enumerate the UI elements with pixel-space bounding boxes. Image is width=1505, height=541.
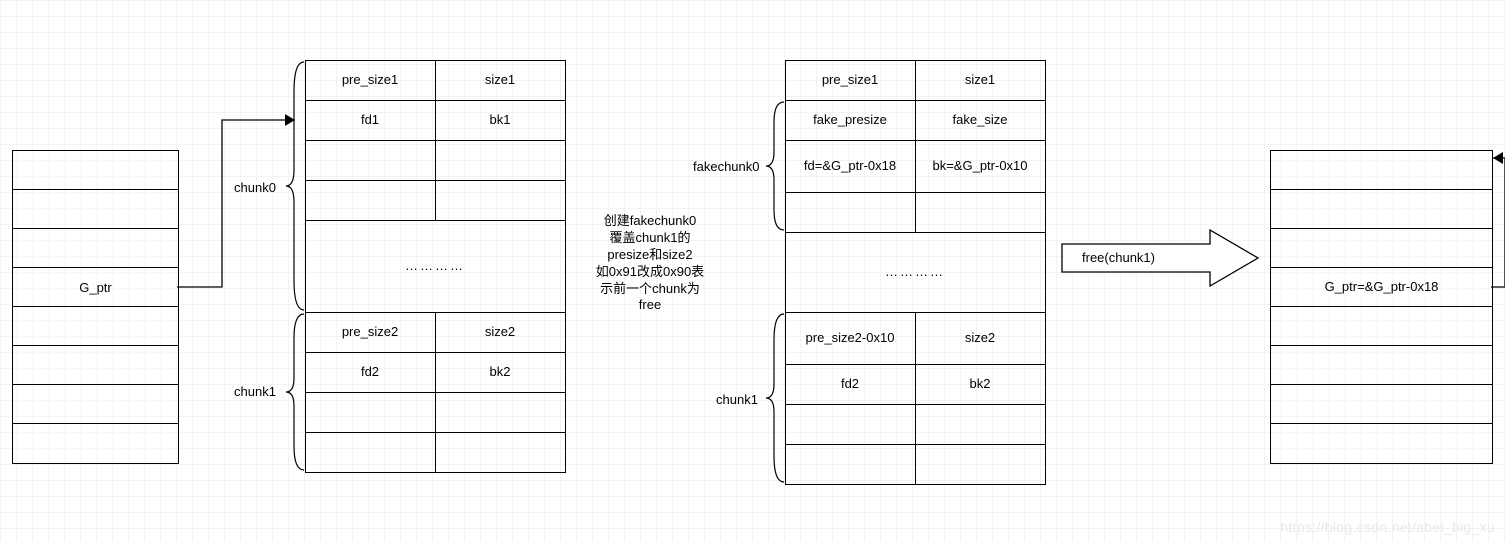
cell-empty xyxy=(915,192,1046,233)
chunk-block-a: pre_size1size1 fd1bk1 ………… pre_size2size… xyxy=(305,60,565,472)
table-row xyxy=(1271,307,1492,346)
cell-empty xyxy=(915,444,1046,485)
cell-bk2b: bk2 xyxy=(915,364,1046,405)
cell-pre-size1: pre_size1 xyxy=(305,60,436,101)
table-row xyxy=(13,151,178,190)
cell-empty xyxy=(915,404,1046,445)
cell-fd-eq: fd=&G_ptr-0x18 xyxy=(785,140,916,193)
brace-chunk1-a xyxy=(286,312,306,472)
result-cell: G_ptr=&G_ptr-0x18 xyxy=(1271,268,1492,307)
cell-fd2b: fd2 xyxy=(785,364,916,405)
cell-empty xyxy=(305,432,436,473)
result-table: G_ptr=&G_ptr-0x18 xyxy=(1270,150,1493,464)
brace-fakechunk0 xyxy=(766,100,786,232)
cell-dots: ………… xyxy=(785,232,1046,313)
table-row xyxy=(1271,346,1492,385)
cell-size1: size1 xyxy=(915,60,1046,101)
table-row xyxy=(13,307,178,346)
watermark: https://blog.csdn.net/abel_big_xu xyxy=(1280,519,1495,535)
chunk-block-b: pre_size1size1 fake_presizefake_size fd=… xyxy=(785,60,1045,484)
middle-text: 创建fakechunk0 覆盖chunk1的 presize和size2 如0x… xyxy=(580,213,720,314)
arrow-self-loop xyxy=(1491,150,1505,290)
label-fakechunk0: fakechunk0 xyxy=(693,159,760,174)
cell-empty xyxy=(305,392,436,433)
table-row xyxy=(13,346,178,385)
cell-dots: ………… xyxy=(305,220,566,313)
cell-empty xyxy=(435,432,566,473)
gptr-cell: G_ptr xyxy=(13,268,178,307)
cell-empty xyxy=(435,140,566,181)
cell-pre-size2b: pre_size2-0x10 xyxy=(785,312,916,365)
cell-empty xyxy=(435,180,566,221)
table-row xyxy=(13,424,178,463)
cell-size2b: size2 xyxy=(915,312,1046,365)
cell-empty xyxy=(305,180,436,221)
table-row xyxy=(1271,385,1492,424)
table-row xyxy=(1271,190,1492,229)
cell-empty xyxy=(785,404,916,445)
gptr-table: G_ptr xyxy=(12,150,179,464)
cell-empty xyxy=(785,444,916,485)
cell-pre-size2: pre_size2 xyxy=(305,312,436,353)
cell-fd1: fd1 xyxy=(305,100,436,141)
label-free-chunk1: free(chunk1) xyxy=(1082,250,1155,265)
cell-fake-presize: fake_presize xyxy=(785,100,916,141)
cell-bk1: bk1 xyxy=(435,100,566,141)
cell-bk-eq: bk=&G_ptr-0x10 xyxy=(915,140,1046,193)
cell-empty xyxy=(785,192,916,233)
cell-fake-size: fake_size xyxy=(915,100,1046,141)
cell-size1: size1 xyxy=(435,60,566,101)
brace-chunk1-b xyxy=(766,312,786,484)
arrow-gptr-to-fd1 xyxy=(177,100,307,300)
cell-empty xyxy=(305,140,436,181)
cell-size2: size2 xyxy=(435,312,566,353)
table-row xyxy=(1271,229,1492,268)
table-row xyxy=(13,229,178,268)
cell-pre-size1: pre_size1 xyxy=(785,60,916,101)
label-chunk1: chunk1 xyxy=(234,384,276,399)
table-row xyxy=(1271,151,1492,190)
table-row xyxy=(1271,424,1492,463)
label-chunk1b: chunk1 xyxy=(716,392,758,407)
table-row xyxy=(13,190,178,229)
table-row xyxy=(13,385,178,424)
cell-bk2: bk2 xyxy=(435,352,566,393)
cell-fd2: fd2 xyxy=(305,352,436,393)
cell-empty xyxy=(435,392,566,433)
